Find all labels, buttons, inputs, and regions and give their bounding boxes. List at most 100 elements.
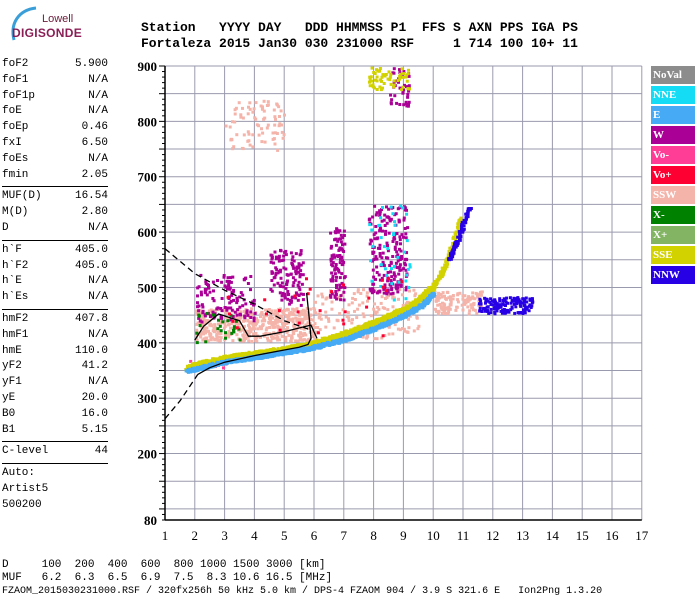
echo-point	[271, 323, 275, 327]
echo-point	[384, 229, 388, 233]
echo-point	[232, 325, 236, 329]
echo-point	[248, 330, 251, 334]
echo-point	[284, 347, 288, 351]
echo-point	[380, 295, 384, 299]
echo-point	[342, 335, 346, 338]
echo-point	[381, 306, 385, 310]
echo-point	[331, 261, 335, 265]
echo-point	[495, 309, 499, 313]
echo-point	[244, 337, 248, 340]
echo-point	[302, 292, 305, 296]
echo-point	[232, 145, 236, 149]
echo-point	[351, 318, 354, 322]
echo-point	[208, 315, 212, 318]
echo-point	[321, 343, 325, 347]
echo-point	[205, 283, 209, 286]
echo-point	[400, 280, 404, 284]
echo-point	[391, 212, 395, 216]
echo-point	[334, 290, 338, 293]
echo-point	[259, 315, 262, 319]
echo-point	[347, 319, 351, 322]
legend-item-ssw: SSW	[651, 186, 695, 204]
echo-point	[252, 325, 256, 329]
echo-point	[355, 316, 359, 320]
echo-point	[381, 285, 385, 289]
echo-point	[405, 273, 409, 277]
echo-point	[368, 242, 372, 246]
echo-point	[274, 266, 278, 270]
echo-point	[301, 347, 305, 351]
echo-point	[382, 82, 386, 85]
echo-point	[486, 310, 490, 313]
echo-point	[247, 350, 251, 354]
echo-point	[254, 331, 258, 335]
echo-point	[234, 322, 238, 326]
echo-point	[455, 305, 459, 309]
echo-point	[202, 337, 206, 341]
echo-point	[393, 314, 397, 318]
echo-point	[386, 288, 390, 292]
echo-point	[330, 300, 334, 304]
param-row: yF2 41.2	[2, 359, 108, 375]
echo-point	[253, 311, 257, 315]
echo-point	[266, 338, 270, 342]
echo-point	[314, 311, 317, 315]
echo-point	[399, 283, 403, 287]
echo-point	[248, 143, 252, 147]
echo-point	[267, 308, 271, 311]
echo-point	[241, 304, 245, 308]
echo-point	[389, 82, 393, 86]
echo-point	[379, 301, 383, 305]
echo-point	[228, 301, 232, 305]
echo-point	[338, 229, 342, 233]
param-name: hmF1	[2, 328, 29, 341]
echo-point	[280, 315, 284, 319]
echo-point	[456, 227, 460, 231]
echo-point	[392, 85, 396, 89]
echo-point	[375, 88, 379, 91]
echo-point	[237, 327, 241, 331]
echo-point	[316, 294, 320, 298]
echo-point	[273, 312, 277, 316]
echo-point	[270, 271, 274, 275]
echo-point	[498, 299, 502, 303]
param-row: hmF1 N/A	[2, 328, 108, 344]
echo-point	[416, 298, 420, 302]
echo-point	[235, 296, 239, 300]
echo-point	[383, 267, 387, 271]
echo-point	[252, 350, 256, 354]
echo-point	[241, 319, 245, 323]
echo-point	[362, 315, 366, 319]
param-row: foE N/A	[2, 104, 108, 120]
echo-point	[449, 246, 453, 250]
echo-point	[338, 261, 342, 265]
echo-point	[305, 306, 309, 310]
echo-point	[402, 70, 406, 73]
echo-point	[278, 291, 282, 295]
echo-point	[264, 328, 268, 332]
param-row: MUF(D) 16.54	[2, 189, 108, 205]
echo-point	[460, 219, 464, 223]
echo-point	[330, 271, 334, 275]
echo-point	[215, 360, 219, 364]
echo-point	[334, 279, 338, 283]
echo-point	[370, 66, 374, 70]
echo-point	[400, 67, 404, 71]
echo-point	[342, 298, 346, 302]
echo-point	[358, 327, 362, 331]
echo-point	[392, 83, 396, 87]
echo-point	[356, 290, 360, 294]
echo-point	[463, 294, 467, 298]
echo-point	[350, 336, 354, 340]
distance-row: D 100 200 400 600 800 1000 1500 3000 [km…	[2, 559, 326, 571]
echo-point	[238, 329, 242, 333]
echo-point	[230, 293, 234, 297]
echo-point	[267, 320, 271, 324]
echo-point	[265, 126, 269, 130]
echo-point	[465, 298, 469, 302]
echo-point	[249, 316, 253, 319]
echo-point	[361, 331, 365, 335]
echo-point	[367, 326, 371, 330]
echo-point	[233, 108, 237, 112]
echo-point	[281, 136, 285, 140]
